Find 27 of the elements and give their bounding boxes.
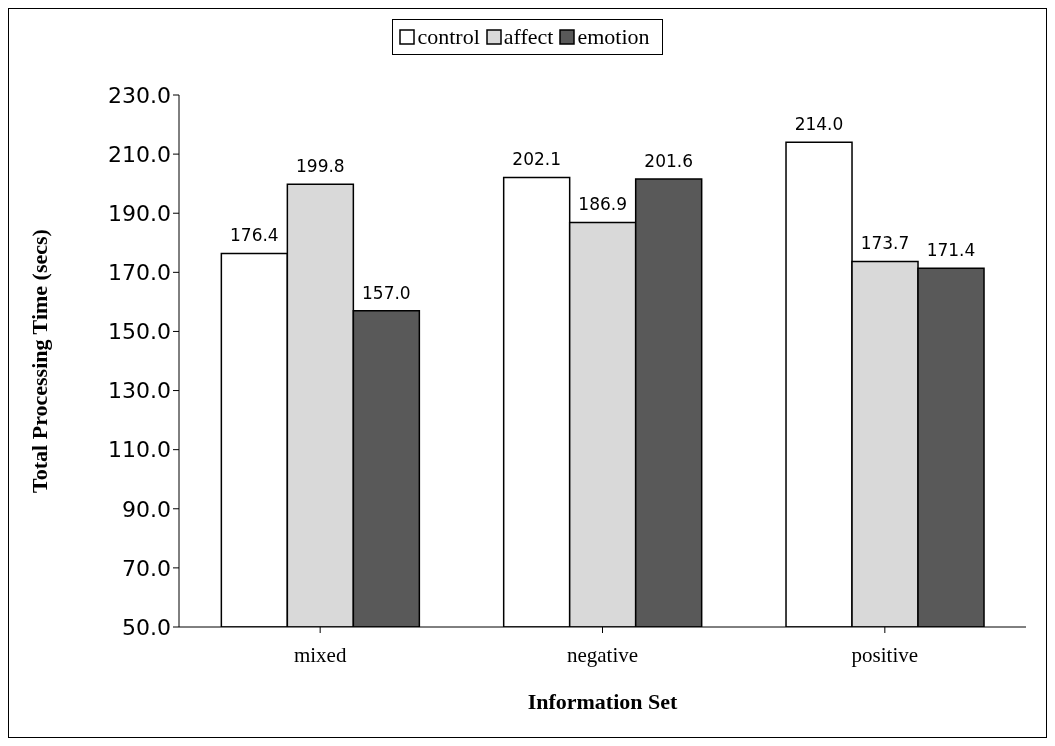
legend-label: control [416, 24, 480, 50]
x-tick-label: negative [566, 642, 639, 667]
data-label: 186.9 [578, 194, 628, 215]
y-tick-label: 170.0 [108, 260, 171, 286]
legend-label: emotion [576, 24, 650, 50]
legend-label: affect [502, 24, 554, 50]
data-label: 214.0 [794, 114, 844, 135]
data-label: 199.8 [296, 156, 345, 177]
data-label: 171.4 [926, 240, 976, 261]
y-tick-label: 90.0 [122, 496, 171, 522]
y-tick-label: 230.0 [108, 82, 171, 108]
y-tick-label: 150.0 [108, 319, 171, 345]
y-tick-label: 110.0 [108, 437, 171, 463]
y-tick-label: 190.0 [108, 201, 171, 227]
data-label: 176.4 [230, 225, 279, 246]
x-axis-title: Information Set [527, 689, 679, 714]
y-tick-label: 50.0 [122, 614, 171, 640]
data-label: 157.0 [362, 282, 411, 303]
y-tick-label: 210.0 [108, 141, 171, 167]
data-label: 201.6 [644, 150, 694, 171]
x-tick-label: positive [851, 642, 919, 667]
y-tick-label: 70.0 [122, 555, 171, 581]
x-tick-label: mixed [293, 642, 347, 667]
data-label: 202.1 [512, 149, 562, 170]
y-axis-title: Total Processing Time (secs) [26, 229, 52, 493]
data-label: 173.7 [860, 233, 910, 254]
y-tick-label: 130.0 [108, 378, 171, 404]
